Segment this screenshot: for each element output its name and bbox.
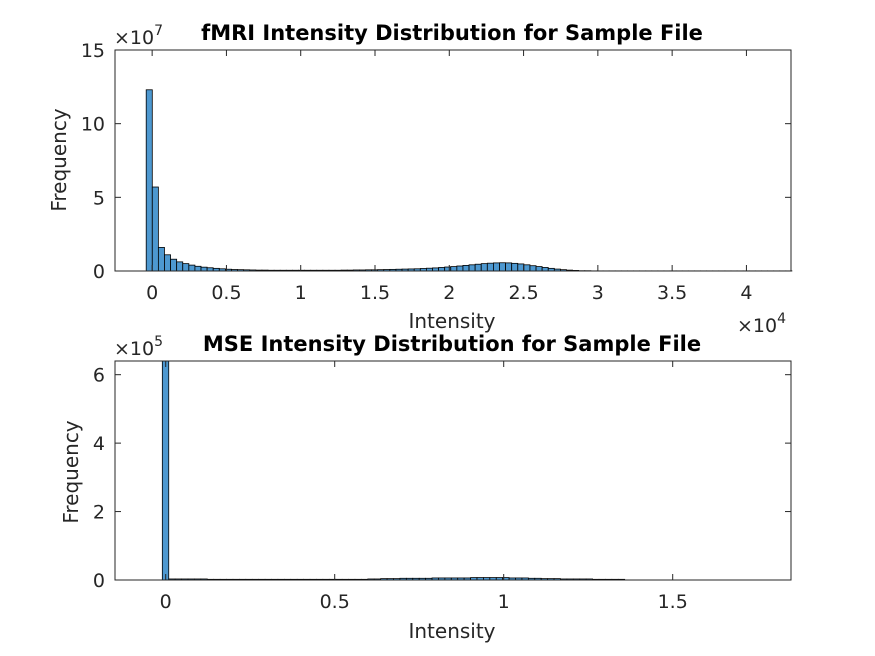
fmri-histogram-bar (493, 262, 500, 272)
fmri-y-exponent: ×107 (114, 23, 163, 49)
fmri-x-tick-label: 3.5 (657, 282, 687, 304)
fmri-chart-title: fMRI Intensity Distribution for Sample F… (201, 21, 703, 45)
mse-y-tick-label: 2 (93, 502, 105, 524)
fmri-histogram-bar (145, 89, 153, 272)
mse-y-tick-label: 4 (93, 433, 105, 455)
fmri-histogram-bar (170, 258, 178, 272)
fmri-y-axis-label: Frequency (47, 108, 71, 211)
fmri-histogram-bar (450, 266, 458, 272)
fmri-histogram-bar (511, 262, 519, 272)
fmri-histogram-bar (541, 267, 549, 272)
fmri-axis-ticks: 0 0.5 1 1.5 2 2.5 3 3.5 4 0 5 10 15 (81, 40, 791, 304)
fmri-histogram-bar (456, 265, 464, 272)
fmri-y-tick-label: 10 (81, 114, 105, 136)
fmri-histogram-bar (462, 264, 470, 272)
fmri-histogram-bar (176, 261, 184, 272)
fmri-histogram-bar (157, 247, 165, 272)
fmri-histogram-bar (499, 262, 506, 272)
mse-x-exponent: ×104 (737, 311, 786, 337)
mse-histogram-bars (161, 360, 626, 581)
mse-y-tick-label: 6 (93, 365, 105, 387)
fmri-x-tick-label: 1 (295, 282, 307, 304)
fmri-histogram-bar (505, 262, 513, 272)
fmri-histogram-bar (438, 267, 446, 272)
fmri-histogram-bar (529, 265, 537, 272)
mse-y-tick-label: 0 (93, 570, 105, 592)
fmri-x-tick-label: 0.5 (211, 282, 241, 304)
fmri-histogram-bar (468, 264, 476, 272)
fmri-y-tick-label: 0 (93, 261, 105, 283)
fmri-x-tick-label: 2.5 (508, 282, 538, 304)
fmri-histogram-bar (535, 266, 543, 272)
fmri-histogram-bar (182, 263, 190, 272)
fmri-histogram-bar (444, 266, 452, 272)
fmri-histogram-bar (200, 266, 208, 272)
mse-x-tick-label: 0.5 (320, 591, 350, 613)
mse-x-axis-label: Intensity (408, 619, 495, 643)
fmri-x-tick-label: 0 (146, 282, 158, 304)
mse-chart-title: MSE Intensity Distribution for Sample Fi… (203, 332, 701, 356)
fmri-x-axis-label: Intensity (408, 309, 495, 333)
fmri-plot-frame (114, 49, 792, 272)
mse-histogram-panel: ×104 ×105 MSE Intensity Distribution for… (59, 311, 792, 643)
mse-axis-ticks: 0 0.5 1 1.5 0 2 4 6 (93, 361, 791, 613)
mse-x-tick-label: 0 (160, 591, 172, 613)
fmri-x-tick-label: 2 (443, 282, 455, 304)
fmri-histogram-bar (517, 263, 525, 272)
fmri-y-tick-label: 5 (93, 187, 105, 209)
fmri-histogram-bar (486, 262, 494, 272)
fmri-x-tick-label: 4 (740, 282, 752, 304)
fmri-histogram-bar (151, 186, 159, 272)
fmri-x-tick-label: 3 (592, 282, 604, 304)
mse-plot-frame (114, 360, 792, 581)
mse-y-exponent: ×105 (114, 334, 163, 360)
fmri-histogram-panel: ×107 fMRI Intensity Distribution for Sam… (47, 21, 793, 333)
fmri-histogram-bar (480, 263, 488, 272)
fmri-histogram-bar (164, 254, 171, 272)
mse-x-tick-label: 1.5 (658, 591, 688, 613)
fmri-histogram-bar (523, 264, 531, 272)
fmri-histogram-bars (145, 89, 793, 272)
fmri-histogram-bar (194, 265, 202, 272)
fmri-histogram-bar (474, 263, 482, 272)
mse-histogram-bar (161, 360, 170, 581)
fmri-y-tick-label: 15 (81, 40, 105, 62)
fmri-x-tick-label: 1.5 (360, 282, 390, 304)
fmri-histogram-bar (188, 264, 196, 272)
mse-x-tick-label: 1 (498, 591, 510, 613)
mse-y-axis-label: Frequency (59, 420, 83, 523)
